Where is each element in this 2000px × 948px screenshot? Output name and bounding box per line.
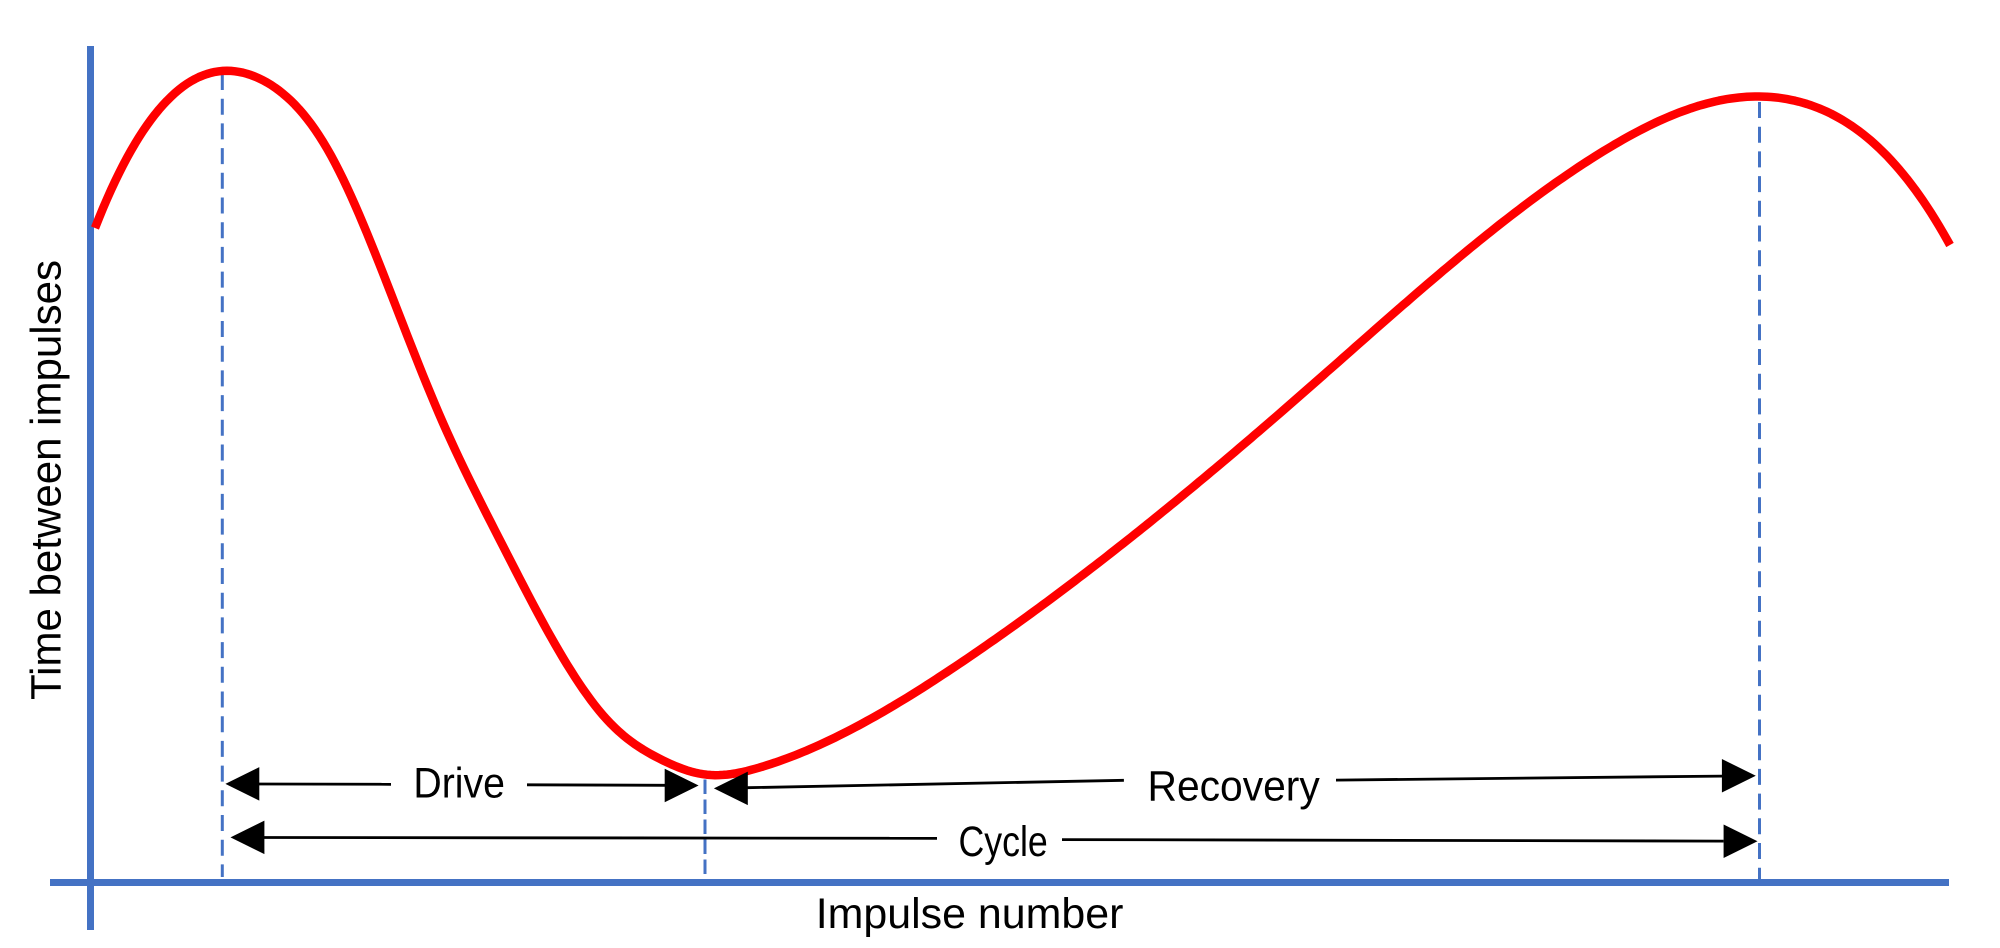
svg-text:Drive: Drive (413, 759, 505, 807)
svg-text:Recovery: Recovery (1148, 763, 1321, 811)
svg-text:Impulse number: Impulse number (816, 890, 1124, 938)
svg-text:Cycle: Cycle (959, 818, 1048, 866)
svg-text:Time between impulses: Time between impulses (23, 260, 71, 700)
